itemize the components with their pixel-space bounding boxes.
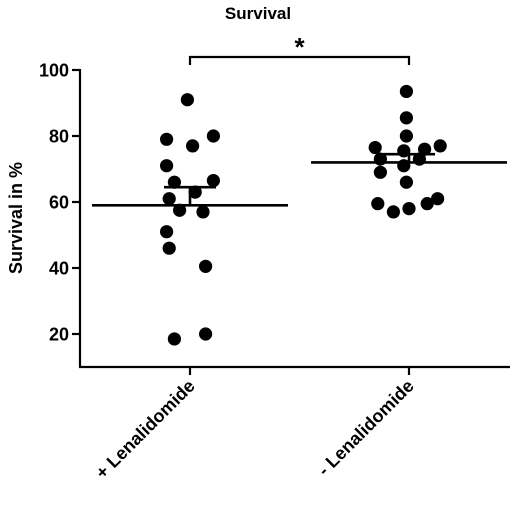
mean-sem-bars [92,152,507,207]
data-point [160,159,174,173]
data-point [402,202,416,216]
data-point [399,111,413,125]
data-point [373,165,387,179]
data-point [397,159,411,173]
significance-bracket-line [188,55,411,65]
y-tick-label: 20 [49,325,69,345]
data-point [160,132,174,146]
data-point [160,225,174,239]
axes [78,69,510,369]
data-point [173,203,187,217]
x-category-label: + Lenalidomide [92,376,199,483]
data-point [186,139,200,153]
data-point [162,192,176,206]
data-point [431,192,445,206]
data-point [420,197,434,211]
data-points [160,84,447,346]
y-tick-label: 40 [49,259,69,279]
data-point [199,327,213,341]
data-point [373,152,387,166]
significance-star: * [294,32,305,62]
data-point [412,152,426,166]
data-point [368,140,382,155]
data-point [399,84,413,99]
significance-bracket: * [188,32,411,65]
data-point [206,173,220,188]
data-point [167,332,181,346]
data-point [399,129,413,143]
data-point [371,197,385,211]
data-point [399,175,413,189]
data-point [167,175,181,189]
y-ticks: 20 40 60 80 100 [39,61,80,345]
data-point [433,139,447,153]
data-point [162,241,176,255]
y-tick-label: 60 [49,193,69,213]
chart-title: Survival [225,4,291,23]
data-point [199,259,213,273]
x-category-labels: + Lenalidomide - Lenalidomide [92,367,418,483]
y-tick-label: 100 [39,61,69,81]
x-category-label: - Lenalidomide [314,376,418,480]
data-point [206,129,220,143]
y-axis-label: Survival in % [6,162,26,274]
data-point [397,144,411,158]
data-point [386,205,400,219]
y-tick-label: 80 [49,127,69,147]
data-point [196,205,210,219]
data-point [188,185,202,199]
data-point [418,142,432,156]
data-point [180,93,194,107]
